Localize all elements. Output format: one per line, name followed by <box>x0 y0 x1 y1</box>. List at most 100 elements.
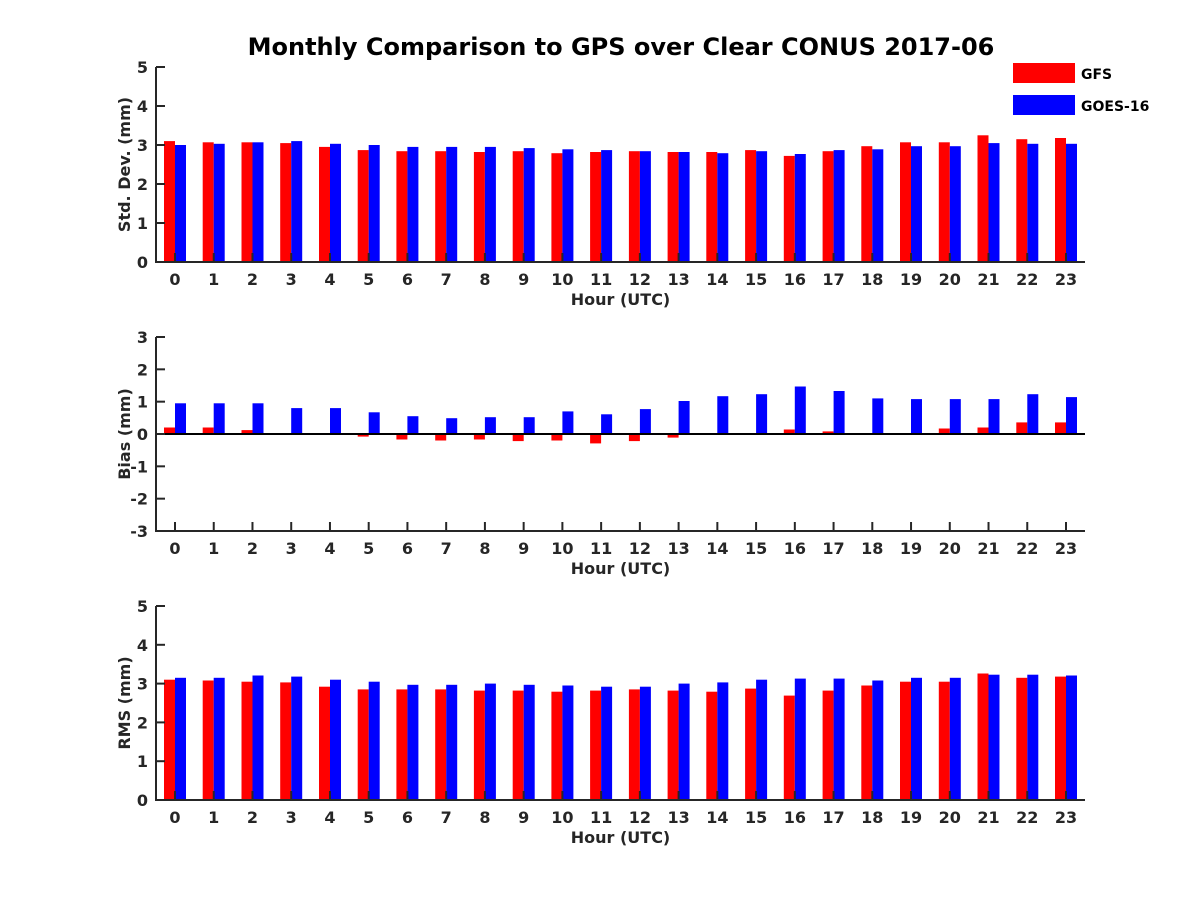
bias-x-tick-label: 2 <box>247 539 258 558</box>
rms-x-tick-label: 19 <box>900 808 922 827</box>
rms-gfs-bar-20 <box>938 681 950 800</box>
rms-goes16-bar-12 <box>639 686 651 800</box>
bias-x-tick-label: 15 <box>745 539 767 558</box>
bias-x-tick-label: 18 <box>861 539 883 558</box>
rms-gfs-bar-2 <box>241 681 253 800</box>
rms-goes16-bar-16 <box>794 678 806 800</box>
std-dev-goes16-bar-19 <box>911 146 922 262</box>
std-dev-x-tick-label: 16 <box>784 270 806 289</box>
bias-gfs-bar-2 <box>241 430 253 434</box>
bias-gfs-bar-22 <box>1016 422 1028 434</box>
std-dev-x-tick-label: 0 <box>169 270 180 289</box>
rms-gfs-bar-14 <box>706 691 718 800</box>
bias-goes16-bar-13 <box>678 401 690 434</box>
std-dev-x-tick-label: 19 <box>900 270 922 289</box>
rms-gfs-bar-11 <box>590 690 602 800</box>
rms-gfs-bar-7 <box>435 689 447 800</box>
std-dev-gfs-bar-19 <box>900 142 911 262</box>
bias-goes16-bar-14 <box>717 396 729 434</box>
legend-swatch-goes16 <box>1013 95 1075 115</box>
bias-goes16-bar-8 <box>484 417 496 434</box>
bias-gfs-bar-13 <box>667 434 679 438</box>
rms-x-tick-label: 3 <box>286 808 297 827</box>
std-dev-goes16-bar-8 <box>484 146 496 262</box>
rms-gfs-bar-9 <box>512 690 524 800</box>
std-dev-goes16-bar-13 <box>678 152 690 262</box>
bias-goes16-bar-19 <box>911 399 922 434</box>
bias-gfs-bar-11 <box>590 434 602 444</box>
rms-goes16-bar-22 <box>1027 674 1039 800</box>
rms-y-tick-label: 3 <box>137 675 148 694</box>
rms-x-tick-label: 9 <box>518 808 529 827</box>
std-dev-x-tick-label: 2 <box>247 270 258 289</box>
std-dev-goes16-bar-20 <box>949 146 961 262</box>
rms-y-axis-label: RMS (mm) <box>115 656 134 749</box>
std-dev-goes16-bar-16 <box>794 154 806 262</box>
bias-gfs-bar-23 <box>1055 422 1066 434</box>
bias-gfs-bar-5 <box>357 434 369 437</box>
bias-gfs-bar-1 <box>202 427 214 434</box>
bias-goes16-bar-21 <box>988 399 1000 434</box>
legend-label-gfs: GFS <box>1081 67 1112 83</box>
std-dev-x-tick-label: 3 <box>286 270 297 289</box>
rms-gfs-bar-1 <box>202 680 214 800</box>
bias-x-tick-label: 11 <box>590 539 612 558</box>
std-dev-goes16-bar-6 <box>407 146 419 262</box>
std-dev-x-tick-label: 23 <box>1055 270 1077 289</box>
rms-gfs-bar-21 <box>977 673 989 800</box>
rms-goes16-bar-0 <box>175 677 186 800</box>
bias-x-tick-label: 3 <box>286 539 297 558</box>
bias-x-tick-label: 21 <box>977 539 999 558</box>
bias-x-tick-label: 10 <box>551 539 573 558</box>
bias-gfs-bar-21 <box>977 427 989 434</box>
bias-goes16-bar-18 <box>872 398 884 434</box>
rms-y-tick-label: 2 <box>137 713 148 732</box>
std-dev-gfs-bar-16 <box>783 155 795 262</box>
bias-goes16-bar-17 <box>833 391 845 434</box>
bias-gfs-bar-16 <box>783 429 795 434</box>
rms-goes16-bar-15 <box>756 679 768 800</box>
rms-goes16-bar-23 <box>1066 675 1077 800</box>
rms-goes16-bar-5 <box>368 681 380 800</box>
bias-x-tick-label: 8 <box>479 539 490 558</box>
bias-y-tick-label: -2 <box>130 490 148 509</box>
legend-label-goes16: GOES-16 <box>1081 99 1149 115</box>
bias-y-tick-label: -3 <box>130 522 148 541</box>
bias-goes16-bar-7 <box>446 418 458 434</box>
std-dev-x-tick-label: 9 <box>518 270 529 289</box>
bias-x-tick-label: 1 <box>208 539 219 558</box>
std-dev-goes16-bar-17 <box>833 150 845 262</box>
rms-y-tick-label: 4 <box>137 636 148 655</box>
std-dev-x-tick-label: 22 <box>1016 270 1038 289</box>
bias-goes16-bar-3 <box>291 408 303 434</box>
bias-y-axis-label: Bias (mm) <box>115 388 134 480</box>
bias-y-tick-label: 3 <box>137 328 148 347</box>
bias-y-tick-label: 2 <box>137 360 148 379</box>
std-dev-gfs-bar-20 <box>938 142 950 262</box>
std-dev-x-tick-label: 20 <box>939 270 961 289</box>
bias-goes16-bar-15 <box>756 394 768 434</box>
bias-x-tick-label: 0 <box>169 539 180 558</box>
rms-gfs-bar-4 <box>319 686 330 800</box>
rms-x-tick-label: 6 <box>402 808 413 827</box>
rms-gfs-bar-0 <box>164 679 175 800</box>
rms-x-tick-label: 10 <box>551 808 573 827</box>
std-dev-x-tick-label: 7 <box>441 270 452 289</box>
rms-goes16-bar-4 <box>330 679 341 800</box>
bias-goes16-bar-11 <box>601 414 613 434</box>
rms-gfs-bar-5 <box>357 689 369 800</box>
std-dev-x-tick-label: 13 <box>667 270 689 289</box>
bias-goes16-bar-23 <box>1066 397 1077 434</box>
std-dev-gfs-bar-22 <box>1016 139 1028 262</box>
bias-goes16-bar-16 <box>794 386 806 434</box>
std-dev-goes16-bar-5 <box>368 145 380 262</box>
bias-x-axis-label: Hour (UTC) <box>571 559 671 578</box>
std-dev-gfs-bar-21 <box>977 135 989 263</box>
bias-x-tick-label: 9 <box>518 539 529 558</box>
std-dev-goes16-bar-21 <box>988 143 1000 262</box>
std-dev-y-tick-label: 1 <box>137 214 148 233</box>
std-dev-goes16-bar-1 <box>213 143 225 262</box>
rms-gfs-bar-3 <box>280 682 292 800</box>
std-dev-x-tick-label: 1 <box>208 270 219 289</box>
